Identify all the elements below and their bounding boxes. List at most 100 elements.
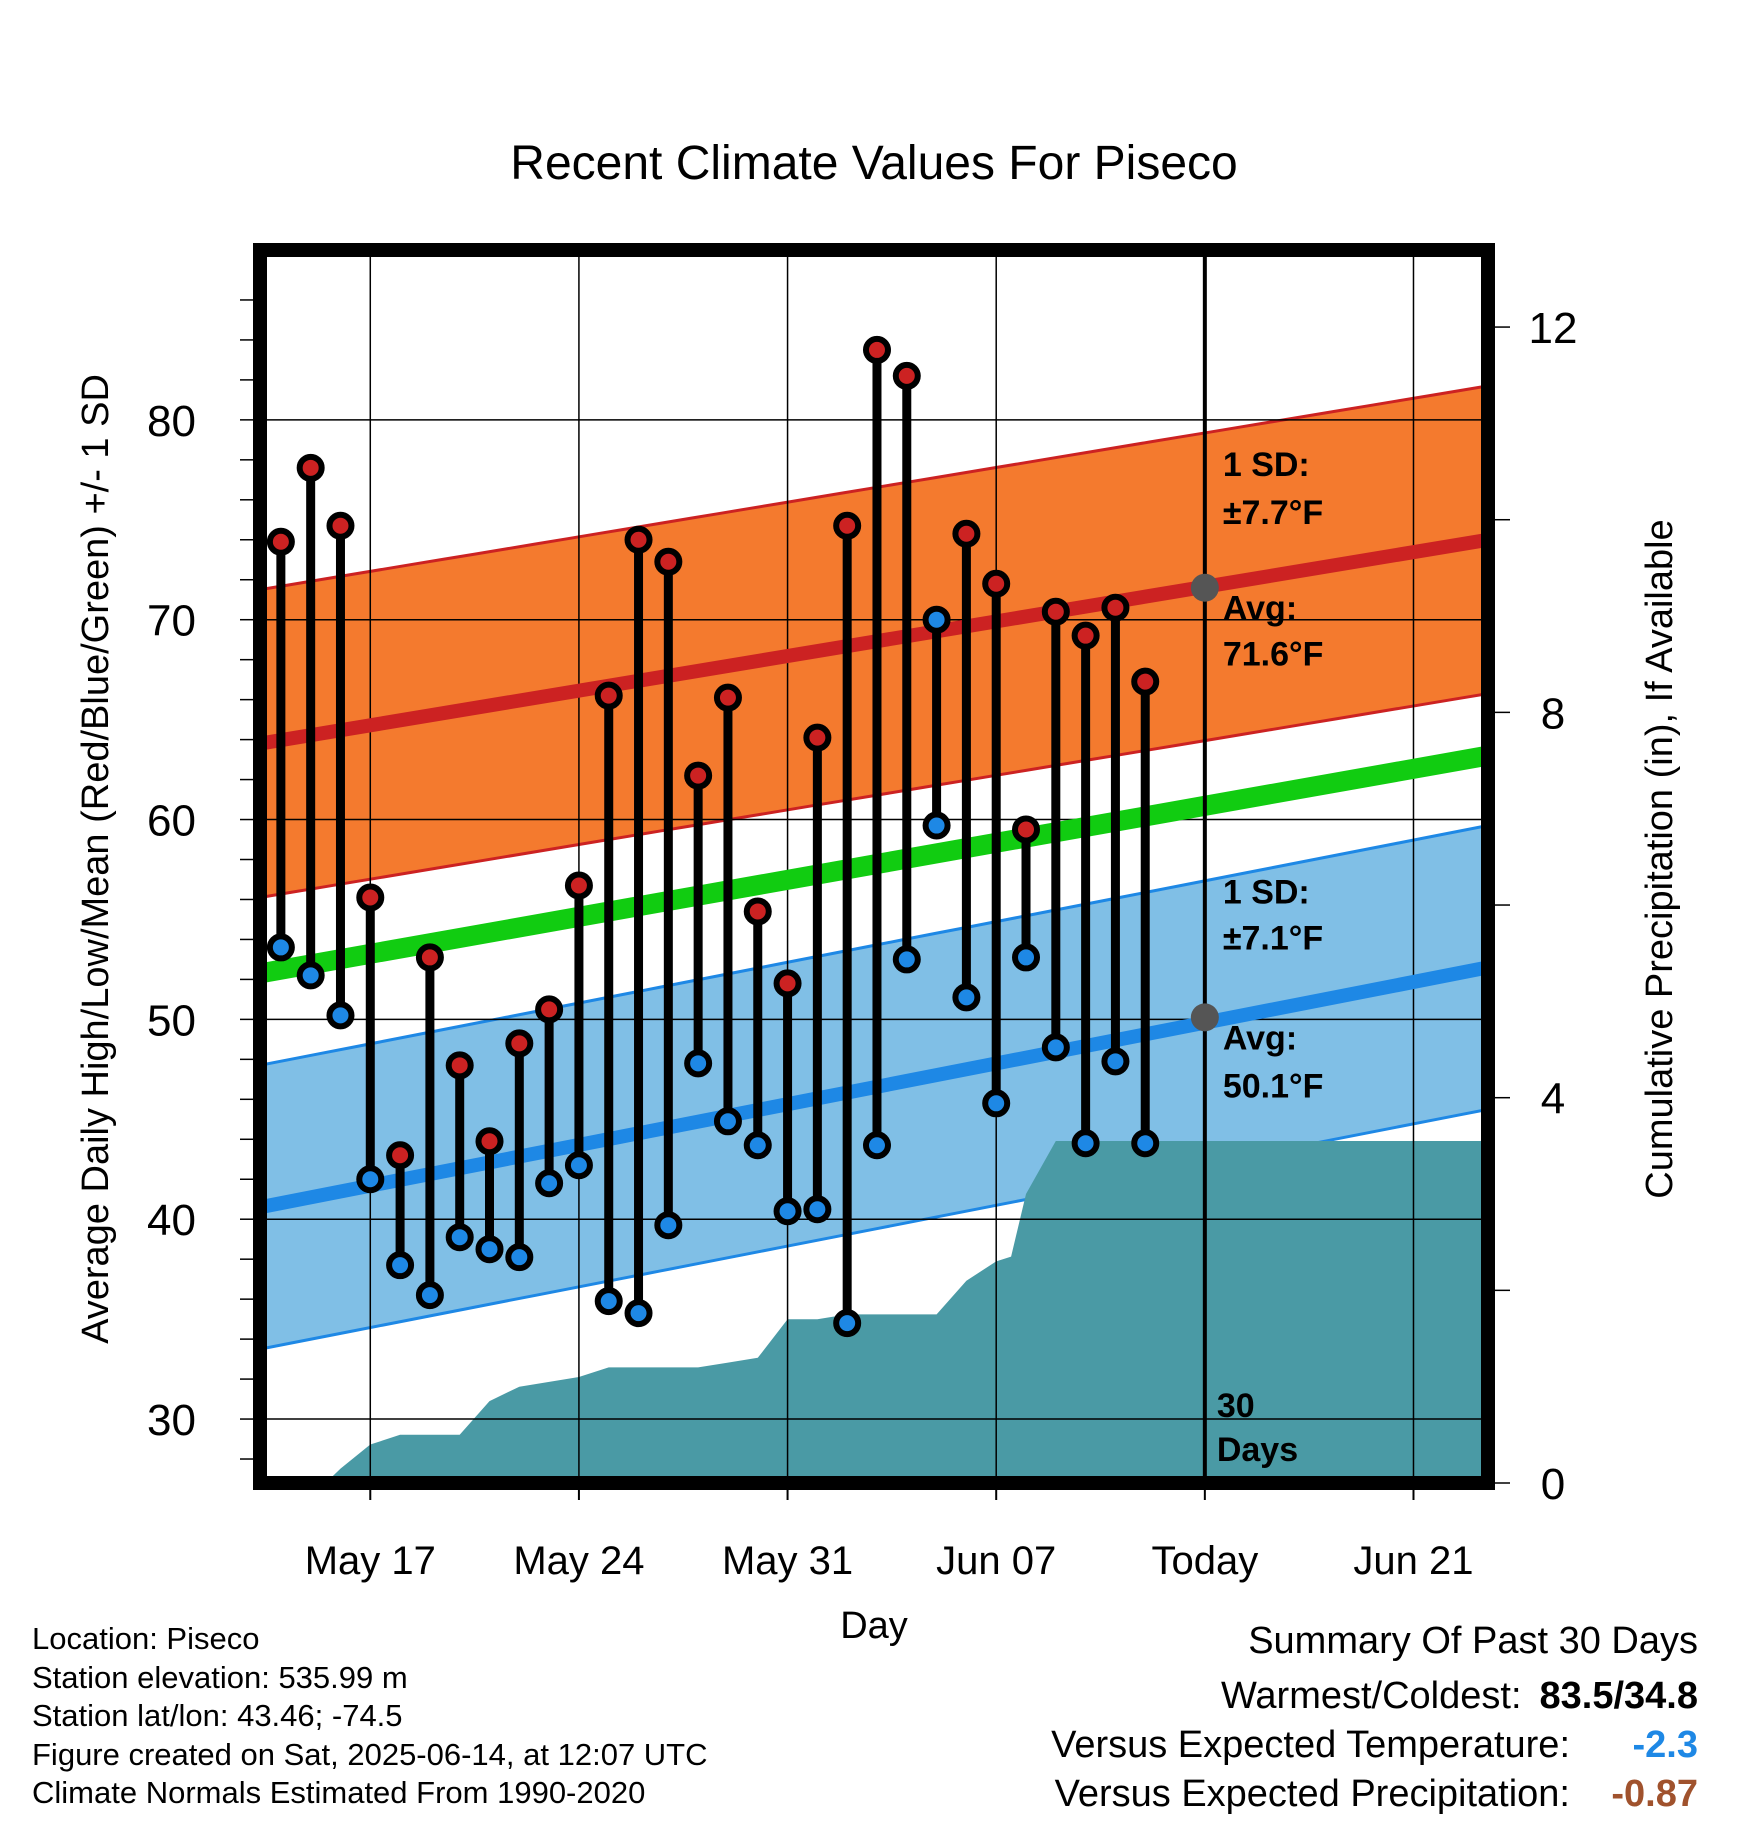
- daily-high-point: [535, 995, 564, 1024]
- daily-low-point: [773, 1197, 802, 1226]
- daily-high-point: [475, 1127, 504, 1156]
- daily-low-point: [386, 1251, 415, 1280]
- y-tick-label: 30: [147, 1396, 196, 1445]
- daily-high-point: [833, 511, 862, 540]
- daily-high-point: [773, 969, 802, 998]
- daily-low-point: [1012, 943, 1041, 972]
- daily-low-point: [564, 1151, 593, 1180]
- daily-low-point: [594, 1287, 623, 1316]
- station-info: Location: Piseco Station elevation: 535.…: [32, 1620, 708, 1813]
- daily-high-point: [952, 519, 981, 548]
- summary-precip-row: Versus Expected Precipitation: -0.87: [1051, 1773, 1698, 1816]
- daily-low-point: [1071, 1129, 1100, 1158]
- low-sd-label: 1 SD:: [1223, 873, 1310, 911]
- x-tick-label: Today: [1151, 1539, 1258, 1583]
- y-tick-label: 50: [147, 996, 196, 1045]
- daily-high-point: [892, 361, 921, 390]
- high-avg-marker: [1190, 573, 1219, 602]
- daily-high-point: [266, 527, 295, 556]
- today-days-label: Days: [1217, 1431, 1298, 1469]
- daily-high-point: [713, 683, 742, 712]
- normals-text: Climate Normals Estimated From 1990-2020: [32, 1775, 646, 1810]
- daily-high-point: [445, 1051, 474, 1080]
- daily-high-point: [564, 871, 593, 900]
- daily-low-point: [922, 811, 951, 840]
- y2-tick-label: 8: [1541, 689, 1565, 738]
- y-tick-label: 80: [147, 397, 196, 446]
- daily-high-point: [296, 453, 325, 482]
- summary-temp-row: Versus Expected Temperature: -2.3: [1051, 1724, 1698, 1767]
- location-text: Location: Piseco: [32, 1621, 260, 1656]
- daily-low-point: [892, 945, 921, 974]
- summary-temp-value: -2.3: [1632, 1724, 1698, 1766]
- low-avg-label: Avg:: [1223, 1019, 1297, 1057]
- daily-low-point: [862, 1131, 891, 1160]
- plot-frame: [253, 243, 1495, 1490]
- daily-high-point: [922, 605, 951, 634]
- daily-high-point: [862, 335, 891, 364]
- high-avg-label: Avg:: [1223, 590, 1297, 628]
- daily-high-point: [415, 943, 444, 972]
- daily-low-point: [535, 1169, 564, 1198]
- daily-low-point: [684, 1049, 713, 1078]
- low-sd-value: ±7.1°F: [1223, 919, 1323, 957]
- daily-low-point: [982, 1089, 1011, 1118]
- summary-warmest-row: Warmest/Coldest: 83.5/34.8: [1051, 1675, 1698, 1718]
- low-avg-marker: [1190, 1003, 1219, 1032]
- summary-precip-value: -0.87: [1611, 1773, 1698, 1815]
- daily-low-point: [952, 983, 981, 1012]
- daily-high-point: [1041, 597, 1070, 626]
- precip-area: [325, 1141, 1488, 1483]
- daily-high-point: [684, 761, 713, 790]
- elevation-text: Station elevation: 535.99 m: [32, 1659, 408, 1695]
- daily-high-point: [654, 547, 683, 576]
- plot-inner: 1 SD: ±7.7°F Avg: 71.6°F 1 SD: ±7.1°F Avg: 50.1…: [260, 250, 1488, 1483]
- y-axis-label: Average Daily High/Low/Mean (Red/Blue/Gr…: [75, 374, 117, 1344]
- daily-low-point: [296, 961, 325, 990]
- daily-high-point: [1101, 593, 1130, 622]
- daily-low-point: [1041, 1033, 1070, 1062]
- daily-low-point: [654, 1211, 683, 1240]
- daily-high-point: [386, 1141, 415, 1170]
- daily-high-point: [624, 525, 653, 554]
- daily-low-point: [833, 1309, 862, 1338]
- y2-tick-label: 12: [1529, 304, 1578, 353]
- summary-warmest-value: 83.5/34.8: [1539, 1675, 1698, 1717]
- daily-high-point: [803, 723, 832, 752]
- high-avg-value: 71.6°F: [1223, 636, 1324, 674]
- summary-temp-label: Versus Expected Temperature:: [1051, 1724, 1570, 1766]
- today-days-label: 30: [1217, 1387, 1255, 1425]
- daily-high-point: [1131, 667, 1160, 696]
- x-tick-label: May 24: [513, 1539, 644, 1583]
- y2-axis-label: Cumulative Precipitation (in), If Availa…: [1639, 519, 1681, 1198]
- high-sd-value: ±7.7°F: [1223, 494, 1323, 532]
- plot-area: 1 SD: ±7.7°F Avg: 71.6°F 1 SD: ±7.1°F Avg: 50.1…: [147, 243, 1578, 1583]
- daily-low-point: [445, 1223, 474, 1252]
- x-tick-label: May 31: [722, 1539, 853, 1583]
- x-tick-label: May 17: [305, 1539, 436, 1583]
- daily-low-point: [505, 1243, 534, 1272]
- y2-tick-label: 0: [1541, 1460, 1565, 1509]
- summary-warmest-label: Warmest/Coldest:: [1220, 1675, 1522, 1717]
- daily-high-point: [326, 511, 355, 540]
- daily-low-point: [713, 1107, 742, 1136]
- daily-low-point: [356, 1165, 385, 1194]
- x-tick-label: Jun 07: [936, 1539, 1056, 1583]
- daily-low-point: [266, 933, 295, 962]
- y-tick-label: 60: [147, 797, 196, 846]
- daily-low-point: [743, 1131, 772, 1160]
- daily-low-point: [1131, 1129, 1160, 1158]
- daily-high-point: [356, 883, 385, 912]
- summary-panel: Summary Of Past 30 Days Warmest/Coldest:…: [1051, 1620, 1698, 1822]
- low-avg-value: 50.1°F: [1223, 1067, 1324, 1105]
- daily-high-point: [1071, 621, 1100, 650]
- daily-high-point: [982, 569, 1011, 598]
- created-text: Figure created on Sat, 2025-06-14, at 12…: [32, 1736, 708, 1772]
- y-tick-label: 70: [147, 597, 196, 646]
- y-tick-label: 40: [147, 1196, 196, 1245]
- daily-low-point: [415, 1281, 444, 1310]
- summary-title: Summary Of Past 30 Days: [1248, 1620, 1698, 1662]
- daily-low-point: [326, 1001, 355, 1030]
- chart-title: Recent Climate Values For Piseco: [510, 137, 1237, 190]
